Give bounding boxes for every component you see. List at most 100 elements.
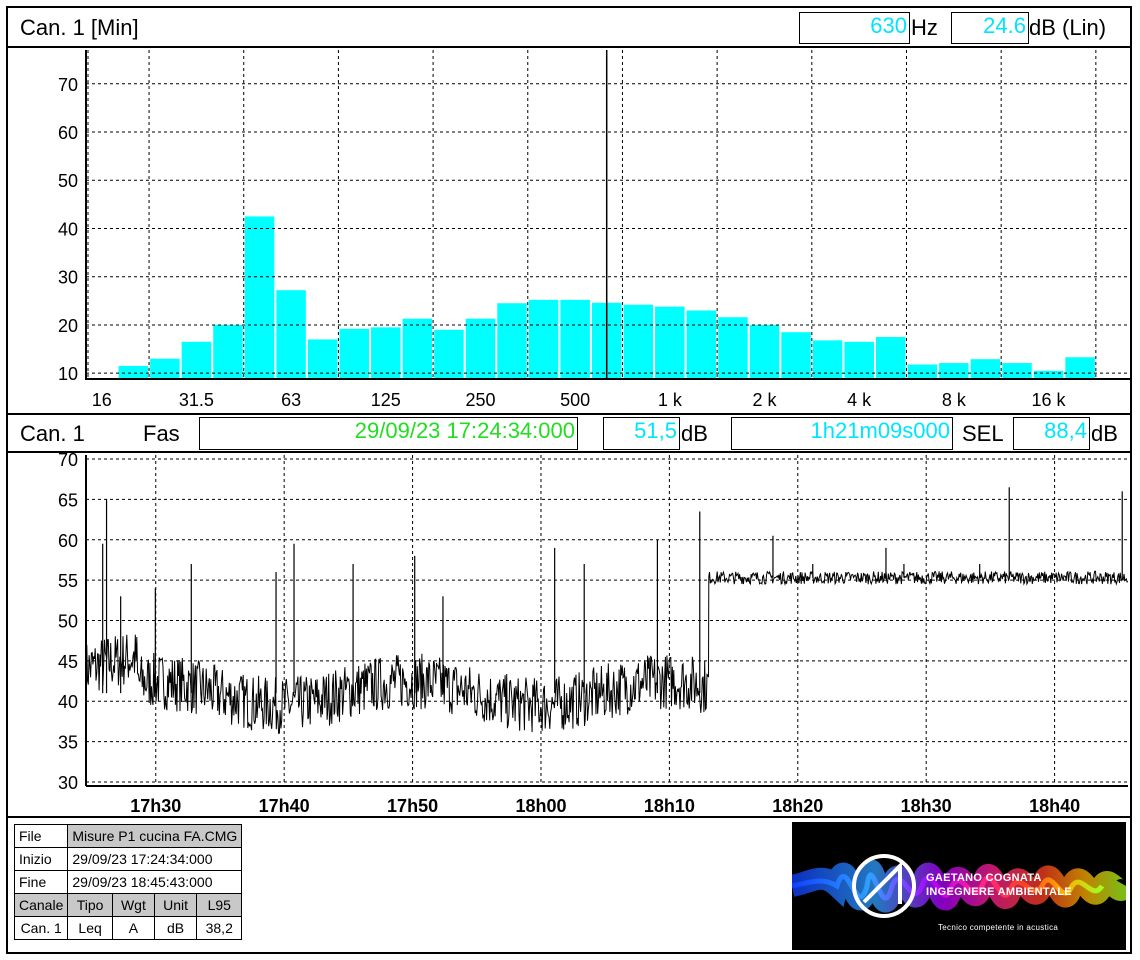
y-tick-label: 45: [58, 652, 78, 672]
divider: [8, 46, 1130, 48]
header-channel: Canale: [13, 893, 69, 917]
header-unit: Unit: [153, 893, 198, 917]
x-tick-label: 8 k: [942, 390, 967, 410]
top-channel-label: Can. 1 [Min]: [20, 15, 139, 40]
start-value: 29/09/23 17:24:34:000: [67, 847, 243, 871]
x-tick-label: 500: [560, 390, 590, 410]
logo-tagline: Tecnico competente in acustica: [938, 923, 1059, 932]
time-tick-label: 18h20: [772, 796, 823, 816]
x-tick-label: 2 k: [753, 390, 778, 410]
y-tick-label: 35: [58, 733, 78, 753]
spectrum-bar: [371, 327, 401, 378]
level-trace: [85, 570, 1129, 734]
y-tick-label: 30: [58, 773, 78, 793]
spectrum-bar: [465, 318, 496, 378]
cell-l95: 38,2: [196, 916, 243, 940]
y-tick-label: 50: [58, 171, 78, 191]
time-tick-label: 17h40: [259, 796, 310, 816]
spectrum-bar: [244, 216, 275, 378]
spectrum-bar: [1002, 363, 1032, 378]
cell-type: Leq: [67, 916, 113, 940]
spectrum-bar: [749, 324, 780, 378]
logo-title: INGEGNERE AMBIENTALE: [926, 886, 1072, 898]
frequency-unit: Hz: [911, 15, 938, 40]
sel-value-field: 88,4: [1013, 417, 1090, 450]
time-tick-label: 18h10: [644, 796, 695, 816]
sel-unit: dB: [1091, 421, 1118, 446]
x-tick-label: 16: [92, 390, 112, 410]
cursor-level-field: 24.6: [951, 12, 1029, 44]
y-tick-label: 55: [58, 571, 78, 591]
time-weighting-label: Fas: [143, 421, 180, 446]
spectrum-bar: [718, 317, 748, 378]
bottom-channel-label: Can. 1: [20, 421, 85, 446]
duration-field: 1h21m09s000: [731, 417, 953, 450]
sel-label: SEL: [962, 421, 1004, 446]
spectrum-bar: [181, 341, 212, 378]
x-tick-label: 63: [281, 390, 301, 410]
spectrum-bar: [686, 310, 717, 378]
x-tick-label: 250: [465, 390, 495, 410]
y-tick-label: 60: [58, 123, 78, 143]
instrument-frame: [6, 6, 1132, 954]
y-tick-label: 60: [58, 531, 78, 551]
spectrum-bar: [907, 364, 938, 378]
y-tick-label: 20: [58, 316, 78, 336]
level-unit: dB: [681, 421, 708, 446]
y-tick-label: 10: [58, 364, 78, 384]
spectrum-bar: [1033, 370, 1064, 378]
spectrum-bar: [434, 329, 464, 378]
cursor-level-field: 51,5: [603, 417, 680, 450]
y-tick-label: 30: [58, 268, 78, 288]
spectrum-bar: [118, 365, 149, 378]
cursor-frequency-field: 630: [799, 12, 910, 44]
spectrum-bar: [623, 304, 654, 378]
spectrum-bar: [812, 340, 843, 378]
spectrum-bar: [402, 318, 433, 378]
x-tick-label: 125: [371, 390, 401, 410]
y-tick-label: 50: [58, 612, 78, 632]
x-tick-label: 16 k: [1032, 390, 1067, 410]
spectrum-bar: [339, 328, 369, 378]
spectrum-bar: [307, 339, 338, 378]
spectrum-bar: [876, 337, 906, 378]
divider: [8, 413, 1130, 415]
level-unit-label: dB (Lin): [1029, 15, 1107, 40]
end-label: Fine: [13, 870, 69, 894]
start-label: Inizio: [13, 847, 69, 871]
y-tick-label: 40: [58, 219, 78, 239]
time-tick-label: 17h50: [387, 796, 438, 816]
header-l95: L95: [196, 893, 243, 917]
y-tick-label: 70: [58, 75, 78, 95]
x-tick-label: 31.5: [179, 390, 214, 410]
divider: [8, 451, 1130, 453]
header-type: Tipo: [67, 893, 113, 917]
y-tick-label: 65: [58, 490, 78, 510]
file-label: File: [13, 824, 69, 848]
company-logo: GAETANO COGNATA INGEGNERE AMBIENTALE Tec…: [792, 822, 1126, 950]
logo-name: GAETANO COGNATA: [926, 872, 1042, 884]
cell-weighting: A: [111, 916, 155, 940]
measurement-info-table: File Misure P1 cucina FA.CMG Inizio 29/0…: [13, 824, 243, 940]
cell-channel: Can. 1: [13, 916, 69, 940]
time-tick-label: 18h30: [901, 796, 952, 816]
spectrum-bar: [781, 332, 811, 378]
spectrum-bar: [497, 303, 527, 378]
divider: [8, 816, 1130, 818]
file-value: Misure P1 cucina FA.CMG: [67, 824, 243, 848]
spectrum-bar: [213, 324, 243, 378]
time-tick-label: 18h40: [1029, 796, 1080, 816]
time-tick-label: 18h00: [515, 796, 566, 816]
waveform-logo-graphic: [792, 854, 1126, 918]
spectrum-bar: [528, 299, 559, 378]
time-tick-label: 17h30: [130, 796, 181, 816]
end-value: 29/09/23 18:45:43:000: [67, 870, 243, 894]
header-weighting: Wgt: [111, 893, 155, 917]
x-tick-label: 1 k: [658, 390, 683, 410]
x-tick-label: 4 k: [847, 390, 872, 410]
cursor-time-field: 29/09/23 17:24:34:000: [199, 417, 578, 450]
spectrum-bar: [655, 306, 685, 378]
y-tick-label: 70: [58, 450, 78, 470]
